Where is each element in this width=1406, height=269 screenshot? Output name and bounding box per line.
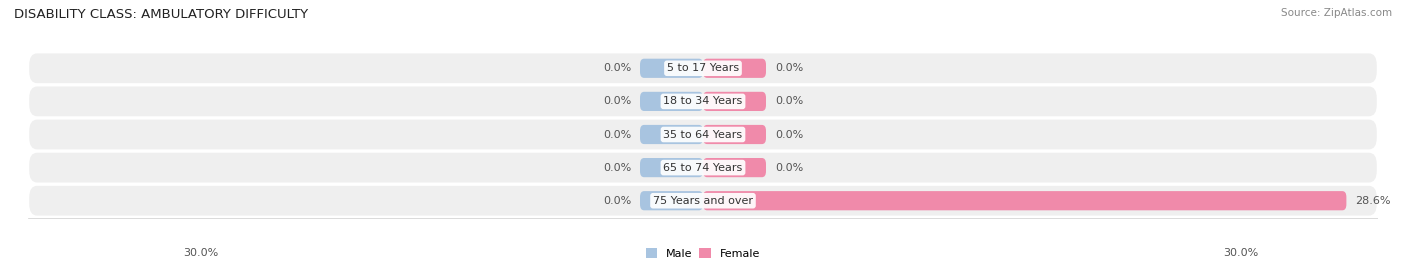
FancyBboxPatch shape bbox=[703, 92, 766, 111]
Text: 0.0%: 0.0% bbox=[603, 96, 631, 107]
FancyBboxPatch shape bbox=[640, 59, 703, 78]
FancyBboxPatch shape bbox=[640, 92, 703, 111]
FancyBboxPatch shape bbox=[30, 53, 1376, 83]
Text: 35 to 64 Years: 35 to 64 Years bbox=[664, 129, 742, 140]
Text: 75 Years and over: 75 Years and over bbox=[652, 196, 754, 206]
Text: 28.6%: 28.6% bbox=[1355, 196, 1391, 206]
Text: 18 to 34 Years: 18 to 34 Years bbox=[664, 96, 742, 107]
Text: 0.0%: 0.0% bbox=[603, 63, 631, 73]
Text: 0.0%: 0.0% bbox=[775, 162, 803, 173]
Text: 0.0%: 0.0% bbox=[603, 196, 631, 206]
Text: 30.0%: 30.0% bbox=[183, 248, 218, 258]
FancyBboxPatch shape bbox=[30, 120, 1376, 149]
Text: 0.0%: 0.0% bbox=[775, 63, 803, 73]
FancyBboxPatch shape bbox=[640, 158, 703, 177]
Text: 0.0%: 0.0% bbox=[603, 129, 631, 140]
Text: 0.0%: 0.0% bbox=[775, 96, 803, 107]
FancyBboxPatch shape bbox=[703, 59, 766, 78]
FancyBboxPatch shape bbox=[30, 186, 1376, 216]
FancyBboxPatch shape bbox=[703, 191, 1347, 210]
FancyBboxPatch shape bbox=[703, 158, 766, 177]
FancyBboxPatch shape bbox=[640, 125, 703, 144]
FancyBboxPatch shape bbox=[30, 153, 1376, 182]
Text: Source: ZipAtlas.com: Source: ZipAtlas.com bbox=[1281, 8, 1392, 18]
FancyBboxPatch shape bbox=[30, 87, 1376, 116]
Text: 0.0%: 0.0% bbox=[603, 162, 631, 173]
Text: DISABILITY CLASS: AMBULATORY DIFFICULTY: DISABILITY CLASS: AMBULATORY DIFFICULTY bbox=[14, 8, 308, 21]
Text: 65 to 74 Years: 65 to 74 Years bbox=[664, 162, 742, 173]
Text: 30.0%: 30.0% bbox=[1223, 248, 1258, 258]
FancyBboxPatch shape bbox=[640, 191, 703, 210]
Legend: Male, Female: Male, Female bbox=[641, 244, 765, 263]
Text: 5 to 17 Years: 5 to 17 Years bbox=[666, 63, 740, 73]
FancyBboxPatch shape bbox=[703, 125, 766, 144]
Text: 0.0%: 0.0% bbox=[775, 129, 803, 140]
